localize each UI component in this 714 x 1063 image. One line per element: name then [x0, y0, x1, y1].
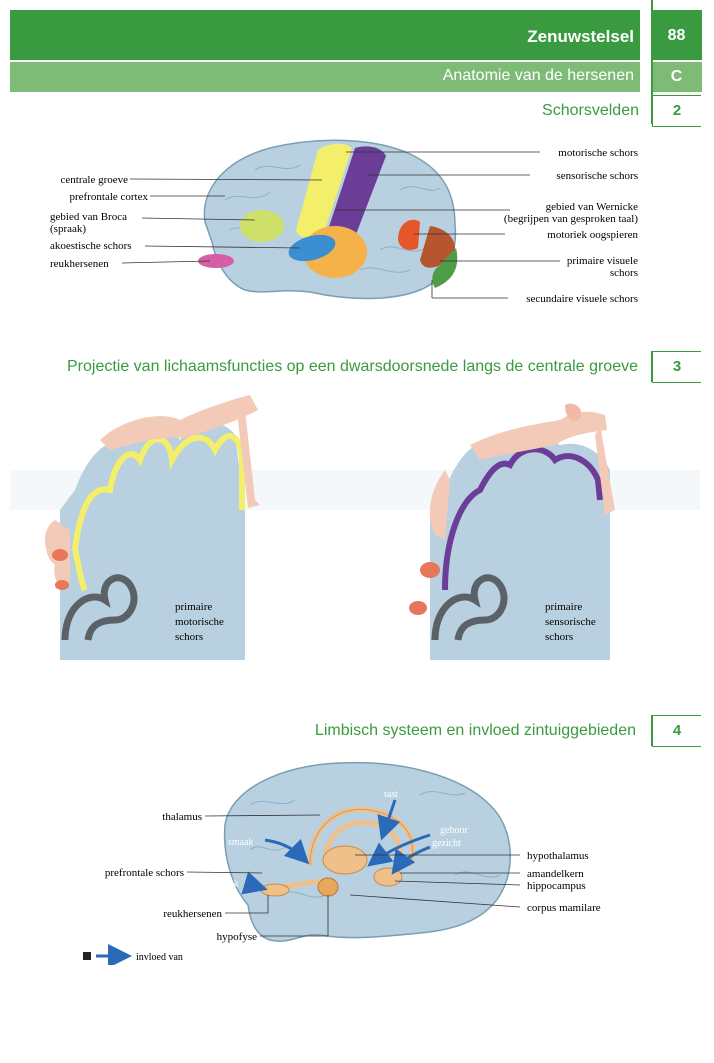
auditory-region [288, 234, 336, 262]
sensory-homunculus [409, 403, 615, 660]
eye-motor-region [398, 219, 420, 250]
projection-title: Projectie van lichaamsfuncties op een dw… [66, 358, 638, 375]
legend-square [83, 952, 91, 960]
sensory-label-line3: schors [545, 631, 573, 643]
motor-homunculus [45, 395, 260, 660]
limbic-right-labels: hypothalamus amandelkern hippocampus cor… [527, 850, 601, 914]
chapter-number-box [651, 10, 702, 60]
motor-cortex-region [296, 143, 352, 239]
motor-label-line3: schors [175, 631, 203, 643]
section-title: Anatomie van de hersenen [442, 67, 634, 84]
label-centrale-groeve: centrale groeve [61, 174, 129, 186]
label-corpus-mamilare: corpus mamilare [527, 902, 601, 914]
label-prefrontale-cortex: prefrontale cortex [70, 191, 149, 203]
label-akoestische-schors: akoestische schors [50, 240, 132, 252]
label-tast: tast [384, 789, 398, 800]
olfactory-bulb-shape [260, 883, 290, 897]
label-gezicht: gezicht [432, 838, 461, 849]
primary-visual-region [420, 226, 456, 268]
homunculus-figure: primaire motorische schors primaire sens… [10, 395, 700, 660]
label-reukhersenen-limbic: reukhersenen [163, 908, 222, 920]
label-wernicke: gebied van Wernicke [546, 201, 638, 213]
limbic-number: 4 [652, 715, 701, 747]
sensory-label: primaire sensorische schors [545, 601, 596, 643]
chapter-title: Zenuwstelsel [527, 27, 634, 46]
label-primaire-visuele-2: schors [610, 267, 638, 279]
motor-label-line1: primaire [175, 601, 212, 613]
influence-arrows [241, 799, 431, 895]
limbic-number-divider [651, 715, 652, 746]
limbic-figure: tast smaak gehoor gezicht reuk thalamus … [83, 761, 601, 965]
projection-number: 3 [652, 351, 701, 383]
label-hippocampus: hippocampus [527, 880, 586, 892]
label-thalamus: thalamus [162, 811, 202, 823]
label-hypofyse: hypofyse [217, 931, 257, 943]
projection-number-divider [651, 351, 652, 382]
label-sensorische-schors: sensorische schors [556, 170, 638, 182]
olfactory-region [198, 254, 234, 268]
header-bar-light [10, 62, 640, 92]
label-hypothalamus: hypothalamus [527, 850, 589, 862]
label-wernicke-note: (begrijpen van gesproken taal) [504, 213, 638, 225]
brain-map-right-labels: motorische schors sensorische schors geb… [504, 147, 639, 305]
header-bar-dark [10, 10, 640, 60]
motor-label-line2: motorische [175, 616, 224, 628]
limbic-brain-outline [223, 761, 511, 942]
thalamus-shape [322, 845, 368, 875]
sensory-label-line2: sensorische [545, 616, 596, 628]
section-letter: C [670, 68, 683, 85]
label-amandelkern: amandelkern [527, 868, 584, 880]
hypophysis-shape [317, 877, 339, 897]
brain-map-left-labels: centrale groeve prefrontale cortex gebie… [50, 174, 148, 270]
label-primaire-visuele: primaire visuele [567, 255, 638, 267]
cortex-map-figure: centrale groeve prefrontale cortex gebie… [50, 139, 639, 305]
legend-label: invloed van [136, 952, 183, 963]
limbic-left-labels: thalamus prefrontale schors reukhersenen… [105, 811, 257, 943]
label-secundaire-visuele: secundaire visuele schors [526, 293, 638, 305]
label-smaak: smaak [228, 837, 254, 848]
label-motorische-schors: motorische schors [558, 147, 638, 159]
limbic-title: Limbisch systeem en invloed zintuiggebie… [314, 722, 636, 739]
label-gehoor: gehoor [440, 825, 468, 836]
label-reukhersenen: reukhersenen [50, 258, 109, 270]
header-divider [651, 0, 653, 124]
label-broca-note: (spraak) [50, 223, 86, 235]
amygdala-shape [373, 867, 403, 887]
label-motoriek-oogspieren: motoriek oogspieren [547, 229, 638, 241]
sensory-label-line1: primaire [545, 601, 582, 613]
subsection-number: 2 [652, 95, 701, 127]
label-reuk: reuk [221, 879, 239, 890]
subsection-title: Schorsvelden [542, 102, 639, 119]
broca-region [240, 210, 284, 242]
chapter-number: 88 [667, 27, 686, 44]
section-letter-box [651, 62, 702, 92]
secondary-visual-region [432, 248, 458, 288]
label-broca: gebied van Broca [50, 211, 127, 223]
motor-label: primaire motorische schors [175, 601, 224, 643]
label-prefrontale-schors: prefrontale schors [105, 867, 184, 879]
